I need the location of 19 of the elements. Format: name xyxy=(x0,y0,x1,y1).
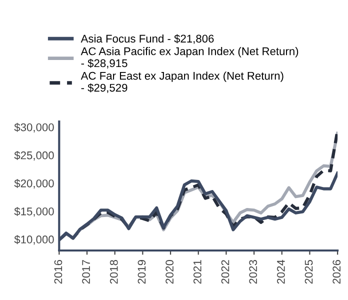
y-tick-label: $15,000 xyxy=(14,207,54,217)
x-tick-label: 2021 xyxy=(193,260,202,284)
y-tick-label: $10,000 xyxy=(14,235,54,245)
x-tick-label: 2025 xyxy=(304,260,313,284)
y-tick-label: $30,000 xyxy=(14,122,54,133)
x-tick-label: 2022 xyxy=(221,260,230,284)
x-tick-label: 2018 xyxy=(110,260,118,284)
x-tick-label: 2024 xyxy=(276,260,285,284)
y-tick-label: $25,000 xyxy=(14,150,54,161)
x-tick-label: 2019 xyxy=(138,260,146,284)
y-tick-label: $20,000 xyxy=(14,178,54,189)
x-tick-label: 2016 xyxy=(54,260,62,284)
legend-label: AC Far East ex Japan Index (Net Return) - $29,529 xyxy=(80,72,284,94)
x-tick-label: 2020 xyxy=(166,260,174,284)
x-tick-label: 2023 xyxy=(249,260,258,284)
x-tick-label: 2026 xyxy=(332,260,341,284)
legend-label: Asia Focus Fund - $21,806 xyxy=(80,34,214,44)
legend-label: AC Asia Pacific ex Japan Index (Net Return) - $28,915 xyxy=(80,47,298,68)
x-tick-label: 2017 xyxy=(82,260,90,284)
